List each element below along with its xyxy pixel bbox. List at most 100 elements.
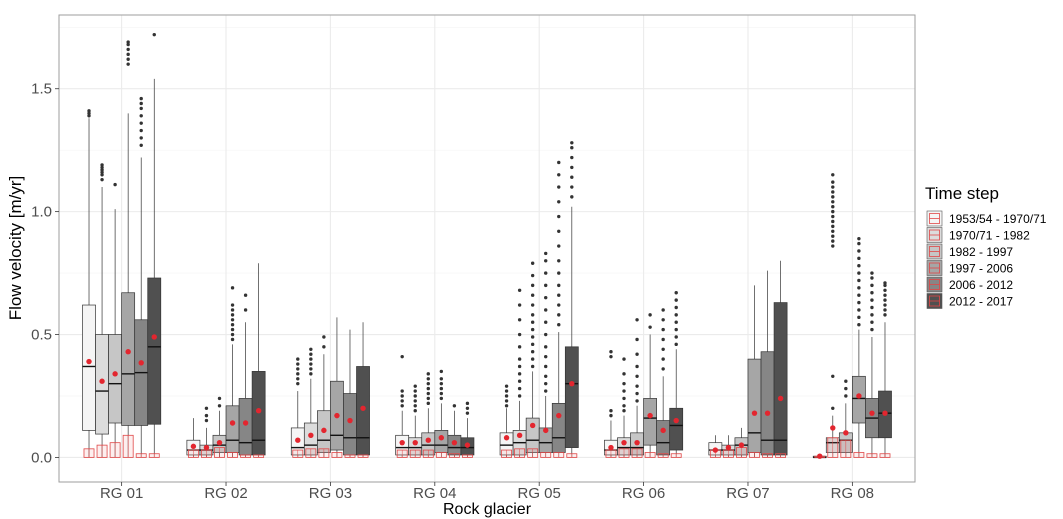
mean-point-rg-03-time-step-1	[295, 437, 301, 443]
mean-point-rg-01-time-step-6	[151, 334, 157, 340]
outlier-point-rg-05-time-step-4-4	[544, 364, 548, 369]
mean-point-rg-03-time-step-3	[321, 427, 327, 434]
outlier-point-rg-06-time-step-6-1	[674, 342, 678, 347]
legend-label: 2006 - 2012	[949, 278, 1013, 292]
outlier-point-rg-06-time-step-3-4	[635, 374, 639, 379]
outlier-point-rg-01-time-step-2-3	[100, 170, 104, 175]
outlier-point-rg-06-time-step-2-2	[622, 404, 626, 408]
legend-item-time-step-6: 2012 - 2017	[926, 293, 1013, 309]
outlier-point-rg-05-time-step-4-14	[544, 251, 548, 256]
boxplot-marks	[82, 32, 892, 459]
outlier-point-rg-01-time-step-2-1	[100, 177, 104, 182]
outlier-point-rg-02-time-step-3-1	[217, 404, 222, 408]
legend-label: 1970/71 - 1982	[949, 229, 1030, 243]
outlier-point-rg-06-time-step-1-4	[609, 350, 613, 354]
outlier-point-rg-08-time-step-6-7	[883, 283, 887, 288]
outlier-point-rg-08-time-step-4-5	[857, 293, 861, 297]
outlier-point-rg-08-time-step-4-11	[857, 249, 861, 253]
outlier-point-rg-05-time-step-2-7	[517, 345, 522, 349]
outlier-point-rg-01-time-step-3-1	[113, 182, 117, 187]
legend-label: 1982 - 1997	[949, 245, 1013, 259]
outlier-point-rg-06-time-step-5-3	[661, 347, 665, 351]
mean-point-rg-07-time-step-6	[777, 395, 784, 402]
outlier-point-rg-04-time-step-6-3	[465, 401, 470, 406]
outlier-point-rg-08-time-step-5-4	[870, 305, 874, 310]
outlier-point-rg-03-time-step-3-2	[322, 335, 326, 339]
mean-point-rg-05-time-step-5	[556, 412, 562, 419]
outlier-point-rg-04-time-step-3-7	[426, 372, 430, 376]
outlier-point-rg-08-time-step-5-7	[870, 283, 874, 288]
mean-point-rg-06-time-step-1	[608, 444, 614, 451]
mean-point-rg-04-time-step-3	[425, 437, 431, 443]
box-rg-01-time-step-4	[121, 292, 136, 426]
outlier-point-rg-02-time-step-4-2	[230, 332, 235, 337]
outlier-point-rg-05-time-step-3-10	[530, 293, 535, 297]
outlier-point-rg-01-time-step-1-3	[87, 109, 91, 113]
outlier-point-rg-05-time-step-5-7	[557, 259, 561, 263]
box-rg-06-time-step-4	[643, 398, 657, 446]
outlier-point-rg-08-time-step-5-3	[870, 313, 874, 317]
mean-point-rg-07-time-step-1	[712, 447, 719, 453]
outlier-point-rg-02-time-step-2-2	[204, 413, 209, 418]
outlier-point-rg-08-time-step-4-6	[857, 286, 861, 290]
outlier-point-rg-02-time-step-4-7	[230, 308, 235, 312]
y-tick-label: 1.0	[31, 204, 52, 221]
outlier-point-rg-05-time-step-5-9	[557, 229, 561, 233]
mean-point-rg-01-time-step-4	[125, 349, 131, 355]
outlier-point-rg-04-time-step-1-4	[400, 389, 404, 393]
outlier-point-rg-08-time-step-5-5	[870, 298, 874, 302]
outlier-point-rg-01-time-step-4-1	[126, 62, 130, 66]
mean-point-rg-04-time-step-5	[451, 439, 458, 446]
outlier-point-rg-08-time-step-3-1	[844, 394, 848, 398]
outlier-point-rg-05-time-step-4-9	[544, 308, 548, 312]
outlier-point-rg-08-time-step-6-4	[883, 298, 887, 302]
outlier-point-rg-08-time-step-2-7	[831, 224, 835, 229]
outlier-point-rg-02-time-step-4-4	[230, 322, 235, 327]
mean-point-rg-02-time-step-2	[203, 444, 210, 451]
outlier-point-rg-05-time-step-4-10	[544, 295, 548, 300]
outlier-point-rg-06-time-step-6-8	[674, 291, 678, 295]
mean-point-rg-06-time-step-3	[634, 439, 640, 446]
outlier-point-rg-03-time-step-1-5	[296, 362, 300, 366]
outlier-point-rg-02-time-step-2-1	[204, 418, 209, 423]
outlier-point-rg-08-time-step-6-1	[883, 313, 887, 317]
mean-point-rg-04-time-step-1	[399, 439, 405, 446]
outlier-point-rg-05-time-step-1-3	[504, 394, 509, 398]
mean-point-rg-01-time-step-2	[99, 378, 105, 384]
legend-item-time-step-4: 1997 - 2006	[926, 260, 1013, 276]
outlier-point-rg-05-time-step-3-9	[530, 303, 535, 307]
y-tick-label: 0.0	[31, 449, 52, 466]
outlier-point-rg-05-time-step-6-4	[570, 165, 574, 170]
outlier-point-rg-01-time-step-5-1	[139, 143, 143, 147]
outlier-point-rg-06-time-step-1-2	[609, 409, 613, 413]
mean-point-rg-05-time-step-6	[569, 380, 575, 387]
mean-point-rg-07-time-step-2	[725, 444, 732, 451]
outlier-point-rg-04-time-step-1-5	[400, 354, 404, 359]
outlier-point-rg-03-time-step-2-5	[309, 352, 313, 356]
outlier-point-rg-05-time-step-6-2	[570, 185, 574, 189]
outlier-point-rg-04-time-step-1-3	[400, 394, 404, 398]
outlier-point-rg-01-time-step-2-2	[100, 173, 104, 177]
outlier-point-rg-08-time-step-2-14	[831, 190, 835, 194]
mean-point-rg-02-time-step-6	[255, 408, 262, 414]
outlier-point-rg-05-time-step-3-8	[530, 313, 535, 317]
legend-title: Time step	[925, 184, 999, 203]
outlier-point-rg-04-time-step-3-4	[426, 386, 430, 391]
outlier-point-rg-05-time-step-2-5	[517, 364, 522, 369]
mean-point-rg-07-time-step-4	[751, 410, 758, 416]
outlier-point-rg-05-time-step-5-13	[557, 173, 561, 177]
mean-point-rg-03-time-step-4	[334, 412, 340, 419]
x-tick-label-rg-06: RG 06	[622, 485, 665, 502]
outlier-point-rg-04-time-step-4-4	[439, 381, 444, 386]
outlier-point-rg-05-time-step-4-6	[544, 345, 548, 349]
box-rg-03-time-step-5	[343, 393, 357, 456]
outlier-point-rg-08-time-step-2-13	[831, 195, 835, 199]
legend-item-time-step-5: 2006 - 2012	[926, 276, 1013, 293]
outlier-point-rg-05-time-step-6-6	[570, 146, 574, 150]
outlier-point-rg-01-time-step-1-1	[87, 114, 91, 118]
box-rg-04-time-step-4	[434, 430, 449, 453]
outlier-point-rg-01-time-step-1-2	[87, 111, 91, 116]
outlier-point-rg-03-time-step-2-2	[309, 367, 313, 371]
outlier-point-rg-01-time-step-5-2	[139, 136, 143, 140]
